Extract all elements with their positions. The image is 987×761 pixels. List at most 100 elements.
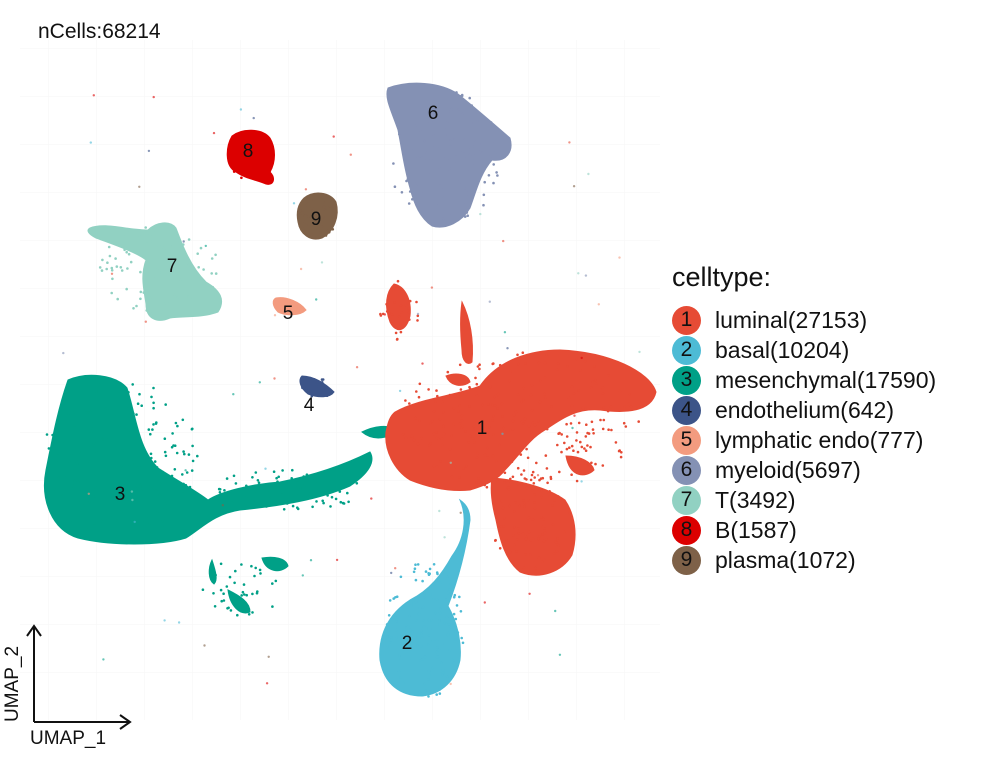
scatter-point xyxy=(509,369,512,373)
scatter-point xyxy=(145,309,148,312)
cluster-label-1: 1 xyxy=(477,418,488,439)
scatter-point xyxy=(429,421,432,425)
cluster-myeloid xyxy=(386,82,512,228)
scatter-point xyxy=(460,636,464,640)
scatter-point xyxy=(163,519,166,522)
scatter-point xyxy=(355,482,359,485)
scatter-point xyxy=(624,425,628,428)
scatter-point xyxy=(90,480,94,483)
scatter-point xyxy=(295,478,299,482)
outlier-point xyxy=(301,574,304,577)
scatter-point xyxy=(454,669,458,672)
scatter-point xyxy=(502,426,505,430)
outlier-point xyxy=(315,298,318,301)
outlier-point xyxy=(239,108,243,111)
scatter-point xyxy=(446,633,450,637)
scatter-point xyxy=(346,491,349,495)
outlier-point xyxy=(638,350,641,354)
scatter-point xyxy=(509,428,512,432)
scatter-point xyxy=(429,172,432,176)
scatter-point xyxy=(401,433,405,436)
scatter-point xyxy=(89,432,93,435)
scatter-point xyxy=(467,170,471,174)
scatter-point xyxy=(87,411,90,414)
scatter-point xyxy=(524,362,527,365)
scatter-point xyxy=(425,151,429,154)
scatter-point xyxy=(524,553,527,556)
scatter-point xyxy=(495,479,499,482)
scatter-point xyxy=(421,579,424,583)
outlier-point xyxy=(87,492,91,495)
scatter-point xyxy=(530,432,534,436)
scatter-point xyxy=(432,432,436,436)
scatter-point xyxy=(253,574,256,578)
scatter-point xyxy=(422,605,425,609)
scatter-point xyxy=(551,504,554,507)
outlier-point xyxy=(309,559,313,562)
scatter-point xyxy=(610,428,613,432)
scatter-point xyxy=(392,162,395,165)
scatter-point xyxy=(176,306,180,309)
scatter-point xyxy=(399,323,403,327)
scatter-point xyxy=(592,432,595,435)
scatter-point xyxy=(614,441,618,444)
scatter-point xyxy=(131,383,134,386)
scatter-point xyxy=(99,401,103,404)
scatter-point xyxy=(330,495,334,499)
scatter-point xyxy=(407,306,410,310)
scatter-point xyxy=(152,262,156,266)
scatter-point xyxy=(448,588,451,591)
scatter-point xyxy=(173,513,176,516)
scatter-point xyxy=(427,695,430,698)
scatter-point xyxy=(163,303,166,307)
scatter-point xyxy=(322,200,325,204)
outlier-point xyxy=(573,414,576,417)
scatter-point xyxy=(95,391,98,395)
scatter-point xyxy=(427,673,431,677)
scatter-point xyxy=(244,502,248,505)
scatter-point xyxy=(452,422,456,426)
scatter-point xyxy=(431,112,434,116)
scatter-point xyxy=(101,258,104,262)
scatter-point xyxy=(119,465,123,469)
scatter-point xyxy=(184,483,188,487)
scatter-point xyxy=(556,537,559,540)
scatter-point xyxy=(442,424,445,428)
scatter-point xyxy=(70,452,73,456)
scatter-point xyxy=(73,479,76,482)
scatter-point xyxy=(149,262,152,265)
scatter-point xyxy=(436,646,439,649)
scatter-point xyxy=(512,543,516,547)
scatter-point xyxy=(347,500,350,504)
scatter-point xyxy=(567,396,571,400)
outlier-point xyxy=(265,682,269,685)
scatter-point xyxy=(400,311,404,314)
scatter-point xyxy=(511,419,515,423)
scatter-point xyxy=(457,393,461,396)
scatter-point xyxy=(197,266,200,269)
scatter-point xyxy=(454,638,458,641)
scatter-point xyxy=(119,266,123,269)
scatter-point xyxy=(118,483,121,487)
outlier-point xyxy=(147,149,151,153)
scatter-point xyxy=(421,658,424,661)
scatter-point xyxy=(325,392,329,395)
cluster-label-2: 2 xyxy=(402,633,413,654)
scatter-point xyxy=(478,135,482,138)
outlier-point xyxy=(232,393,235,396)
outlier-point xyxy=(204,244,207,248)
scatter-point xyxy=(179,278,182,281)
scatter-point xyxy=(420,436,423,440)
scatter-point xyxy=(164,403,167,406)
scatter-point xyxy=(300,483,304,487)
scatter-point xyxy=(602,406,605,409)
scatter-point xyxy=(468,405,471,408)
scatter-point xyxy=(326,488,329,492)
scatter-point xyxy=(401,681,405,685)
scatter-point xyxy=(124,415,128,418)
scatter-point xyxy=(435,436,439,440)
outlier-point xyxy=(292,202,296,205)
scatter-point xyxy=(440,443,444,447)
scatter-point xyxy=(537,419,540,423)
scatter-point xyxy=(468,96,472,100)
